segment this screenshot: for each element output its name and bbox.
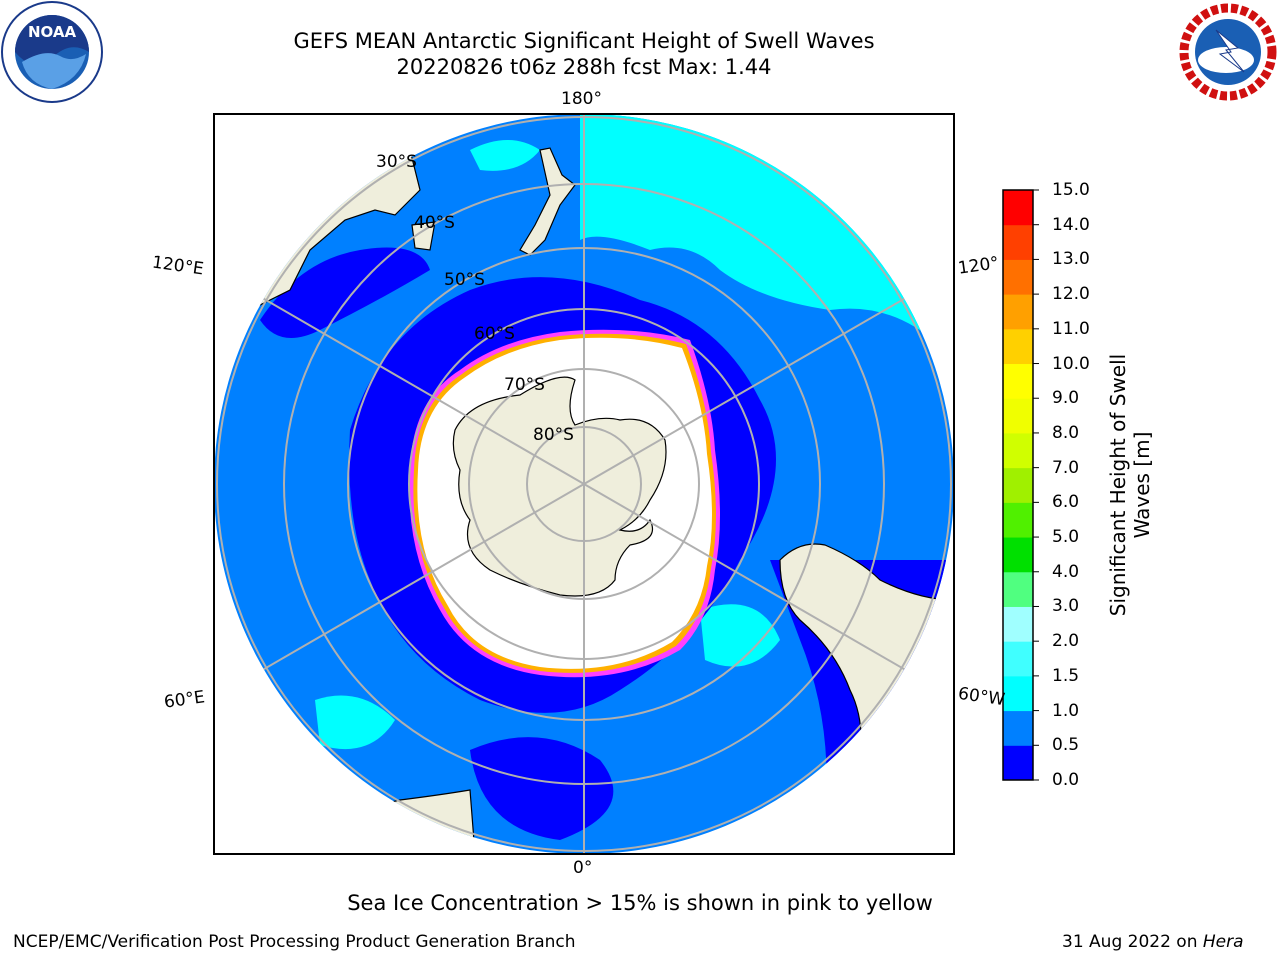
colorbar-bin: [1003, 398, 1033, 434]
colorbar-bin: [1003, 363, 1033, 399]
lat-label-30s: 30°S: [376, 152, 417, 172]
svg-text:NOAA: NOAA: [28, 23, 77, 41]
footer-date: 31 Aug 2022 on Hera: [1062, 932, 1244, 952]
lat-label-80s: 80°S: [533, 425, 574, 445]
new-zealand-landmass: [519, 147, 576, 256]
colorbar-bin: [1003, 675, 1033, 712]
colorbar-tick-label: 12.0: [1052, 284, 1090, 305]
colorbar-bin: [1003, 745, 1033, 781]
colorbar-bin: [1003, 571, 1033, 607]
swell-region-high: [315, 695, 395, 750]
colorbar-tick-label: 7.0: [1052, 457, 1080, 478]
footer-credit: NCEP/EMC/Verification Post Processing Pr…: [13, 932, 576, 952]
lat-label-70s: 70°S: [504, 375, 545, 395]
map-title: GEFS MEAN Antarctic Significant Height o…: [293, 29, 875, 53]
antarctica-landmass: [452, 376, 667, 597]
colorbar-bin: [1003, 224, 1033, 260]
lat-label-50s: 50°S: [444, 270, 485, 290]
colorbar-tick-label: 0.0: [1052, 770, 1080, 790]
colorbar-tick-label: 1.0: [1052, 700, 1080, 721]
colorbar-tick-label: 4.0: [1052, 561, 1080, 582]
footer-date-text: 31 Aug 2022 on: [1062, 932, 1198, 952]
colorbar-bin: [1003, 294, 1033, 330]
colorbar-tick-label: 2.0: [1052, 631, 1080, 652]
swell-region-low: [260, 247, 430, 338]
colorbar-bin: [1003, 259, 1033, 295]
swell-region-high: [700, 604, 780, 667]
swell-region-high: [470, 140, 540, 171]
colorbar-tick-label: 10.0: [1052, 353, 1090, 374]
tasmania-landmass: [411, 221, 436, 251]
colorbar-tick-label: 15.0: [1052, 180, 1090, 200]
map-subtitle: 20220826 t06z 288h fcst Max: 1.44: [396, 55, 772, 79]
colorbar-tick-label: 11.0: [1052, 318, 1090, 339]
colorbar-bin: [1003, 502, 1033, 538]
lat-label-40s: 40°S: [414, 213, 455, 233]
sea-ice-note: Sea Ice Concentration > 15% is shown in …: [347, 891, 933, 915]
colorbar-bin: [1003, 328, 1033, 365]
colorbar-tick-label: 3.0: [1052, 596, 1080, 617]
colorbar-tick-label: 9.0: [1052, 388, 1080, 409]
swell-region-low: [470, 737, 614, 840]
colorbar-tick-label: 1.5: [1052, 665, 1080, 686]
colorbar-bin: [1003, 467, 1033, 503]
meridian-60e-120w: [214, 269, 954, 699]
nws-logo: [1178, 2, 1278, 102]
colorbar-title: Significant Height of Swell Waves [m]: [1106, 353, 1154, 617]
colorbar-bin: [1003, 190, 1033, 226]
colorbar: [1003, 189, 1039, 781]
colorbar-bin: [1003, 710, 1033, 746]
colorbar-tick-label: 0.5: [1052, 735, 1080, 756]
colorbar-frame: [1002, 189, 1034, 781]
colorbar-bin: [1003, 641, 1033, 677]
colorbar-bin: [1003, 432, 1033, 469]
colorbar-tick-label: 13.0: [1052, 249, 1090, 270]
colorbar-tick-label: 5.0: [1052, 527, 1080, 548]
colorbar-bin: [1003, 606, 1033, 642]
map-frame: [213, 113, 955, 855]
colorbar-bin: [1003, 537, 1033, 573]
colorbar-tick-label: 14.0: [1052, 214, 1090, 235]
lon-label-180: 180°: [561, 89, 602, 109]
colorbar-tick-label: 6.0: [1052, 492, 1080, 513]
colorbar-tick-label: 8.0: [1052, 422, 1080, 443]
lat-label-60s: 60°S: [474, 324, 515, 344]
lon-label-0: 0°: [573, 858, 593, 878]
noaa-logo: NOAA: [1, 1, 103, 103]
footer-host: Hera: [1202, 932, 1244, 952]
